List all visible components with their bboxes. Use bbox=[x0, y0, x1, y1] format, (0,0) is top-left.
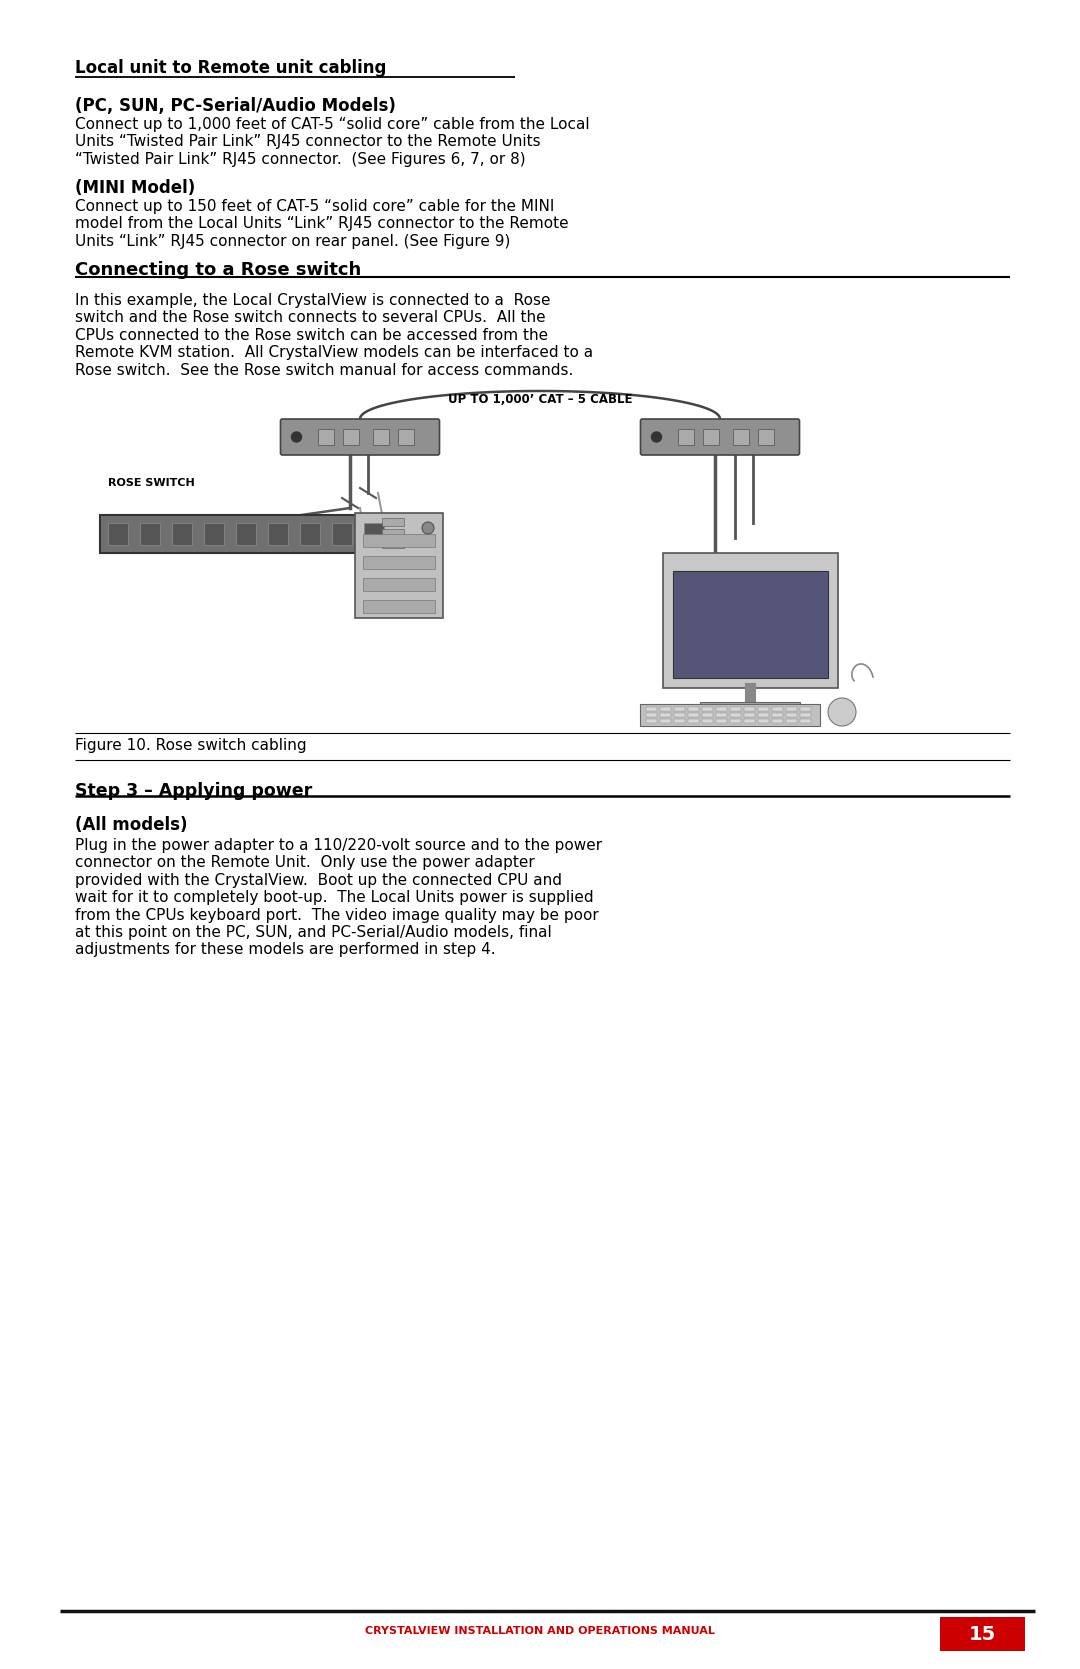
Bar bbox=[730, 713, 741, 718]
Bar bbox=[397, 429, 414, 446]
Bar bbox=[363, 534, 435, 547]
Bar bbox=[758, 719, 769, 723]
Bar bbox=[702, 708, 713, 711]
Bar bbox=[100, 516, 410, 552]
Bar bbox=[355, 512, 443, 618]
Bar bbox=[364, 522, 384, 546]
Text: Connect up to 150 feet of CAT-5 “solid core” cable for the MINI
model from the L: Connect up to 150 feet of CAT-5 “solid c… bbox=[75, 199, 569, 249]
Bar bbox=[172, 522, 192, 546]
Text: UP TO 1,000’ CAT – 5 CABLE: UP TO 1,000’ CAT – 5 CABLE bbox=[448, 392, 632, 406]
Bar bbox=[646, 713, 657, 718]
Bar bbox=[660, 713, 671, 718]
Text: Figure 10. Rose switch cabling: Figure 10. Rose switch cabling bbox=[75, 738, 307, 753]
Text: 15: 15 bbox=[969, 1624, 996, 1644]
Bar bbox=[786, 713, 797, 718]
Bar bbox=[732, 429, 748, 446]
Bar bbox=[363, 599, 435, 613]
Bar bbox=[300, 522, 320, 546]
Bar bbox=[108, 522, 129, 546]
Bar bbox=[363, 556, 435, 569]
Bar bbox=[662, 552, 837, 688]
Text: Connecting to a Rose switch: Connecting to a Rose switch bbox=[75, 260, 361, 279]
Bar bbox=[674, 719, 685, 723]
Bar bbox=[688, 713, 699, 718]
Bar bbox=[730, 708, 741, 711]
Bar bbox=[716, 708, 727, 711]
Bar bbox=[660, 708, 671, 711]
Bar bbox=[702, 713, 713, 718]
Bar bbox=[674, 713, 685, 718]
Bar bbox=[758, 708, 769, 711]
Bar bbox=[660, 719, 671, 723]
FancyBboxPatch shape bbox=[281, 419, 440, 456]
Bar bbox=[204, 522, 224, 546]
Bar bbox=[640, 704, 820, 726]
Bar bbox=[744, 708, 755, 711]
Bar bbox=[702, 429, 718, 446]
Circle shape bbox=[828, 698, 856, 726]
Bar bbox=[646, 719, 657, 723]
Bar bbox=[673, 571, 827, 678]
Bar bbox=[268, 522, 288, 546]
Text: Connect up to 1,000 feet of CAT-5 “solid core” cable from the Local
Units “Twist: Connect up to 1,000 feet of CAT-5 “solid… bbox=[75, 117, 590, 167]
Bar bbox=[342, 429, 359, 446]
Text: Step 3 – Applying power: Step 3 – Applying power bbox=[75, 783, 312, 799]
Text: CRYSTALVIEW INSTALLATION AND OPERATIONS MANUAL: CRYSTALVIEW INSTALLATION AND OPERATIONS … bbox=[365, 1626, 715, 1636]
Bar bbox=[688, 719, 699, 723]
Bar bbox=[800, 713, 811, 718]
Bar bbox=[716, 713, 727, 718]
Circle shape bbox=[651, 432, 661, 442]
Bar bbox=[237, 522, 256, 546]
Bar bbox=[363, 577, 435, 591]
Bar bbox=[688, 708, 699, 711]
Text: (All models): (All models) bbox=[75, 816, 188, 834]
Bar bbox=[940, 1617, 1025, 1651]
Bar bbox=[140, 522, 160, 546]
Bar bbox=[800, 719, 811, 723]
Text: Plug in the power adapter to a 110/220-volt source and to the power
connector on: Plug in the power adapter to a 110/220-v… bbox=[75, 838, 603, 958]
Bar bbox=[382, 529, 404, 537]
Bar bbox=[744, 713, 755, 718]
Bar bbox=[674, 708, 685, 711]
Bar bbox=[758, 713, 769, 718]
Bar bbox=[382, 541, 404, 547]
Bar bbox=[800, 708, 811, 711]
FancyBboxPatch shape bbox=[640, 419, 799, 456]
Bar bbox=[744, 719, 755, 723]
Bar bbox=[716, 719, 727, 723]
Bar bbox=[646, 708, 657, 711]
Bar bbox=[700, 703, 800, 709]
Text: (PC, SUN, PC-Serial/Audio Models): (PC, SUN, PC-Serial/Audio Models) bbox=[75, 97, 396, 115]
Circle shape bbox=[422, 522, 434, 534]
Text: Local unit to Remote unit cabling: Local unit to Remote unit cabling bbox=[75, 58, 387, 77]
Bar bbox=[382, 517, 404, 526]
Text: ROSE SWITCH: ROSE SWITCH bbox=[108, 477, 194, 487]
Bar bbox=[677, 429, 693, 446]
Bar bbox=[786, 708, 797, 711]
Bar bbox=[702, 719, 713, 723]
Bar bbox=[772, 713, 783, 718]
Bar bbox=[772, 708, 783, 711]
Circle shape bbox=[292, 432, 301, 442]
Bar bbox=[772, 719, 783, 723]
Bar bbox=[318, 429, 334, 446]
Text: In this example, the Local CrystalView is connected to a  Rose
switch and the Ro: In this example, the Local CrystalView i… bbox=[75, 294, 593, 377]
Bar bbox=[373, 429, 389, 446]
Text: (MINI Model): (MINI Model) bbox=[75, 179, 195, 197]
Bar bbox=[786, 719, 797, 723]
Bar bbox=[730, 719, 741, 723]
Bar bbox=[757, 429, 773, 446]
Bar bbox=[332, 522, 352, 546]
